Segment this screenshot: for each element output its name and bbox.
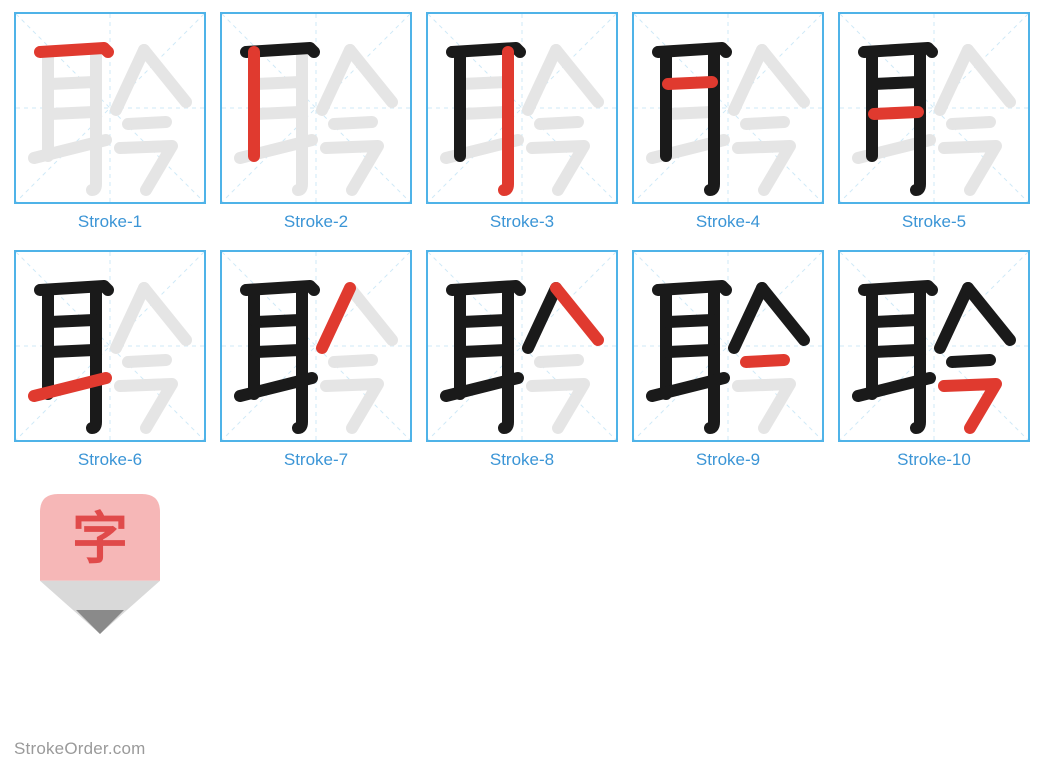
character-strokes [840, 14, 1028, 202]
stroke-step: Stroke-6 [12, 250, 208, 478]
stroke-tile [220, 12, 412, 204]
stroke-label: Stroke-2 [284, 212, 348, 232]
stroke-label: Stroke-10 [897, 450, 971, 470]
site-logo: 字 [40, 494, 160, 634]
character-strokes [428, 252, 616, 440]
character-strokes [428, 14, 616, 202]
stroke-tile [426, 250, 618, 442]
stroke-tile [220, 250, 412, 442]
stroke-tile [632, 250, 824, 442]
character-strokes [634, 14, 822, 202]
stroke-grid: Stroke-1 Stroke-2 Stroke-3 Stroke-4 [12, 12, 1038, 716]
svg-text:字: 字 [72, 507, 128, 570]
stroke-label: Stroke-3 [490, 212, 554, 232]
character-strokes [634, 252, 822, 440]
stroke-step: Stroke-2 [218, 12, 414, 240]
empty-cell [836, 488, 1032, 716]
character-strokes [840, 252, 1028, 440]
stroke-label: Stroke-4 [696, 212, 760, 232]
empty-cell [424, 488, 620, 716]
stroke-label: Stroke-8 [490, 450, 554, 470]
stroke-label: Stroke-5 [902, 212, 966, 232]
watermark-text: StrokeOrder.com [14, 739, 146, 759]
stroke-step: Stroke-5 [836, 12, 1032, 240]
character-strokes [222, 14, 410, 202]
stroke-tile [426, 12, 618, 204]
stroke-step: Stroke-1 [12, 12, 208, 240]
stroke-tile [838, 12, 1030, 204]
stroke-label: Stroke-9 [696, 450, 760, 470]
logo-cell: 字 [12, 488, 208, 716]
character-strokes [16, 252, 204, 440]
stroke-step: Stroke-8 [424, 250, 620, 478]
stroke-tile [838, 250, 1030, 442]
stroke-label: Stroke-6 [78, 450, 142, 470]
stroke-tile [14, 250, 206, 442]
stroke-step: Stroke-7 [218, 250, 414, 478]
stroke-step: Stroke-9 [630, 250, 826, 478]
empty-cell [630, 488, 826, 716]
stroke-step: Stroke-10 [836, 250, 1032, 478]
stroke-tile [14, 12, 206, 204]
empty-cell [218, 488, 414, 716]
stroke-step: Stroke-3 [424, 12, 620, 240]
stroke-label: Stroke-7 [284, 450, 348, 470]
character-strokes [222, 252, 410, 440]
stroke-label: Stroke-1 [78, 212, 142, 232]
stroke-step: Stroke-4 [630, 12, 826, 240]
stroke-tile [632, 12, 824, 204]
character-strokes [16, 14, 204, 202]
